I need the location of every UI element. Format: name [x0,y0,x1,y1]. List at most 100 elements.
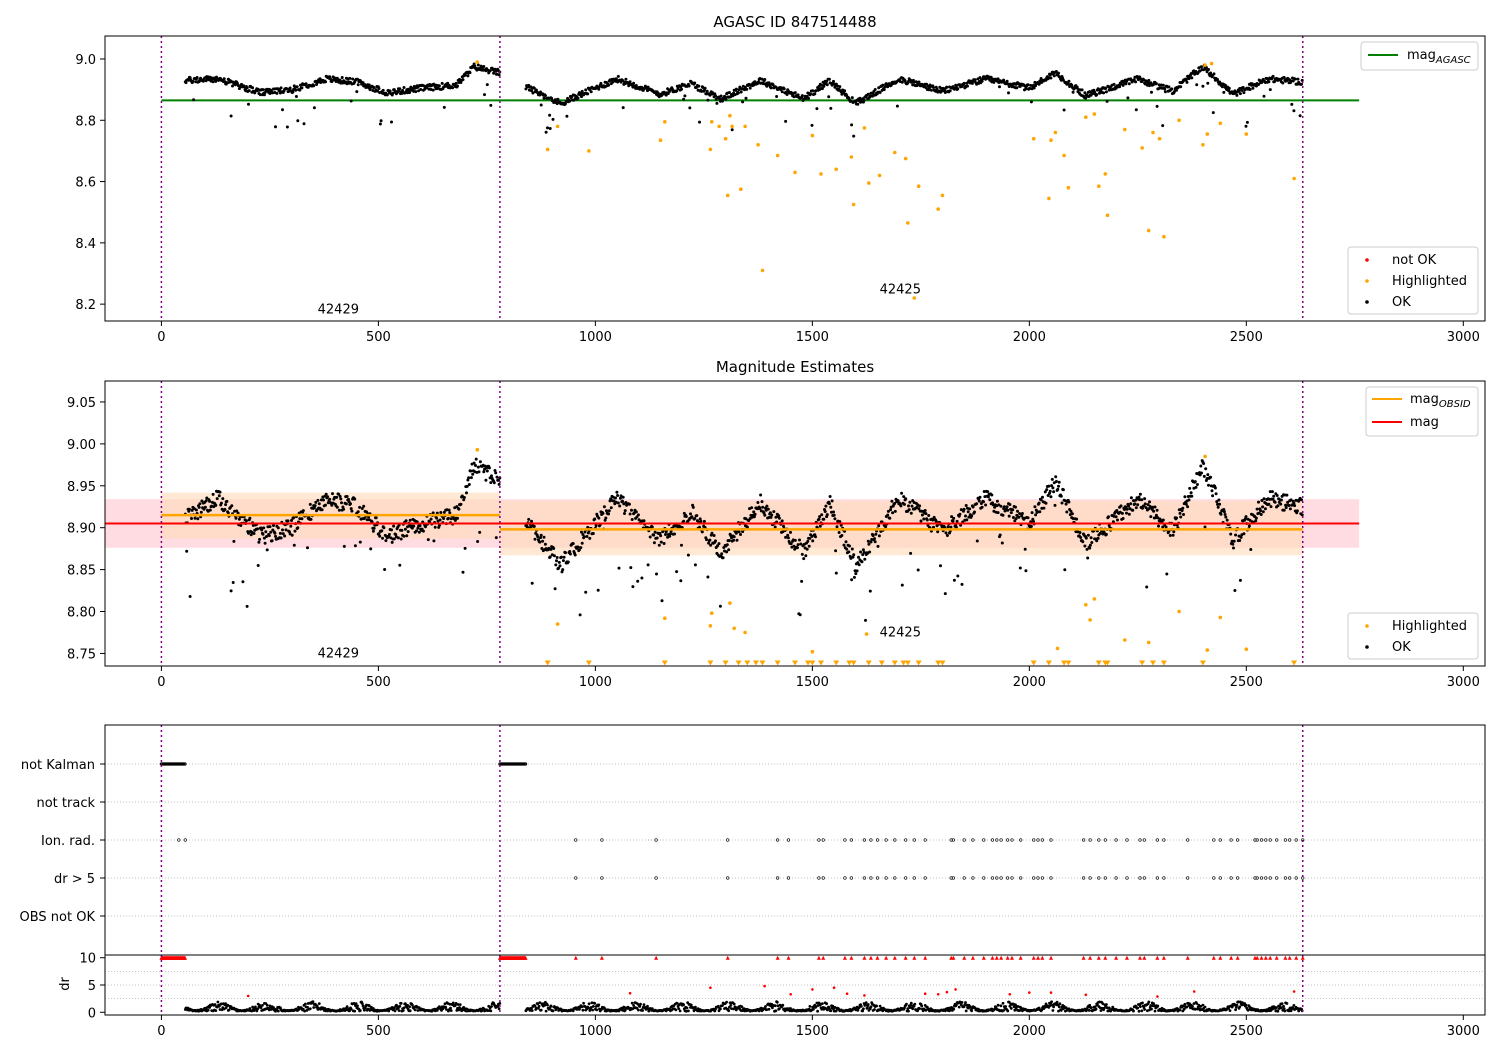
legend-mag-agasc-label: magAGASC [1407,48,1471,66]
ok-point [568,550,572,553]
ok-point [774,85,778,89]
dr-point [435,1009,439,1012]
dr-point [1136,1006,1140,1010]
dr-point [226,1003,230,1007]
ok-point [442,517,446,520]
ok-point [1083,544,1087,548]
ok-point [893,509,897,513]
ok-point [1268,490,1272,494]
ion-rad-flag [600,838,604,842]
ok-point [873,540,877,544]
ok-point [998,85,1001,89]
ok-point [1053,503,1057,507]
ok-point [657,543,661,547]
highlighted-offscale-marker [1139,660,1146,666]
ok-point [566,560,570,564]
highlighted-point [739,187,743,191]
ok-point [878,91,882,94]
ok-point [541,539,545,543]
ok-point [1136,503,1140,507]
ion-rad-flag [1019,838,1023,842]
ok-point [249,533,253,537]
dr-point [365,1003,368,1007]
ok-point [539,103,543,107]
ok-point [446,516,450,520]
ion-rad-flag [1005,838,1010,842]
ok-point [705,89,709,93]
ok-point [1137,495,1141,499]
agasc-y-axis: 8.28.48.68.89.0 [75,53,105,313]
ok-point [1050,477,1054,481]
ok-point [1251,86,1255,90]
dr-point [833,1006,837,1009]
dr-point [865,1006,869,1010]
ok-point [602,505,606,509]
ok-point [977,499,981,503]
ok-point [493,469,497,472]
dr-point [445,1008,448,1011]
ok-point [1134,498,1138,502]
dr-point [217,1004,221,1008]
dr-gt-5-flag [726,876,730,880]
ok-point [758,506,762,510]
ok-point [1161,124,1165,128]
ok-point [353,544,357,548]
ok-point [435,516,439,520]
ok-point [342,507,346,511]
ok-point [707,541,711,545]
ok-point [730,128,734,132]
ok-point [1020,514,1024,518]
ok-point [312,506,316,510]
ok-point [1260,499,1264,502]
dr-point [964,1009,968,1013]
dr-point [416,1009,420,1012]
ok-point [1214,492,1218,496]
ok-point [682,519,686,523]
ion-rad-flag [1040,838,1044,842]
ok-point [1134,108,1138,112]
ion-rad-flag [1212,838,1216,842]
legend-mag-obsid-label: magOBSID [1410,392,1471,410]
dr-gt-5-flag [1088,876,1092,880]
highlighted-offscale-marker [865,660,872,666]
ok-point [1125,507,1129,511]
ok-point [1284,506,1288,510]
ok-point [679,579,683,583]
dr-point [590,1001,594,1005]
ok-point [398,87,402,91]
ok-point [1049,495,1053,499]
ok-point [804,554,808,558]
ok-point [347,497,350,501]
ok-point [673,532,676,536]
ok-point [295,85,299,89]
ok-point [496,478,500,482]
dr-point [1107,1006,1111,1010]
ion-rad-flag [1259,838,1264,842]
ok-point [456,84,459,88]
x-tick-label: 1500 [796,330,829,345]
ok-point [1289,498,1293,502]
dr-gt-5-flag [574,876,578,880]
ok-point [1033,505,1037,509]
ok-point [876,544,880,548]
ok-point [381,88,385,92]
legend-mag-label: mag [1410,415,1439,430]
ok-point [796,93,800,97]
ok-point [1125,511,1128,515]
ion-rad-flag [1294,838,1298,842]
ok-point [448,511,452,515]
highlighted-point [1140,146,1144,150]
ok-point [353,497,357,501]
ok-point [544,130,548,134]
ok-point [313,504,317,508]
ok-point [214,503,218,507]
magnitude-x-axis: 0 500 1000 1500 2000 2500 3000 [157,666,1480,690]
ok-point [1026,516,1030,520]
ok-point [1071,90,1075,94]
ok-point [1124,82,1128,86]
ok-point [1247,524,1251,528]
ok-point [1026,83,1030,87]
ok-point [404,519,408,523]
ion-rad-flag [1049,838,1053,842]
dr-point [825,1002,828,1006]
